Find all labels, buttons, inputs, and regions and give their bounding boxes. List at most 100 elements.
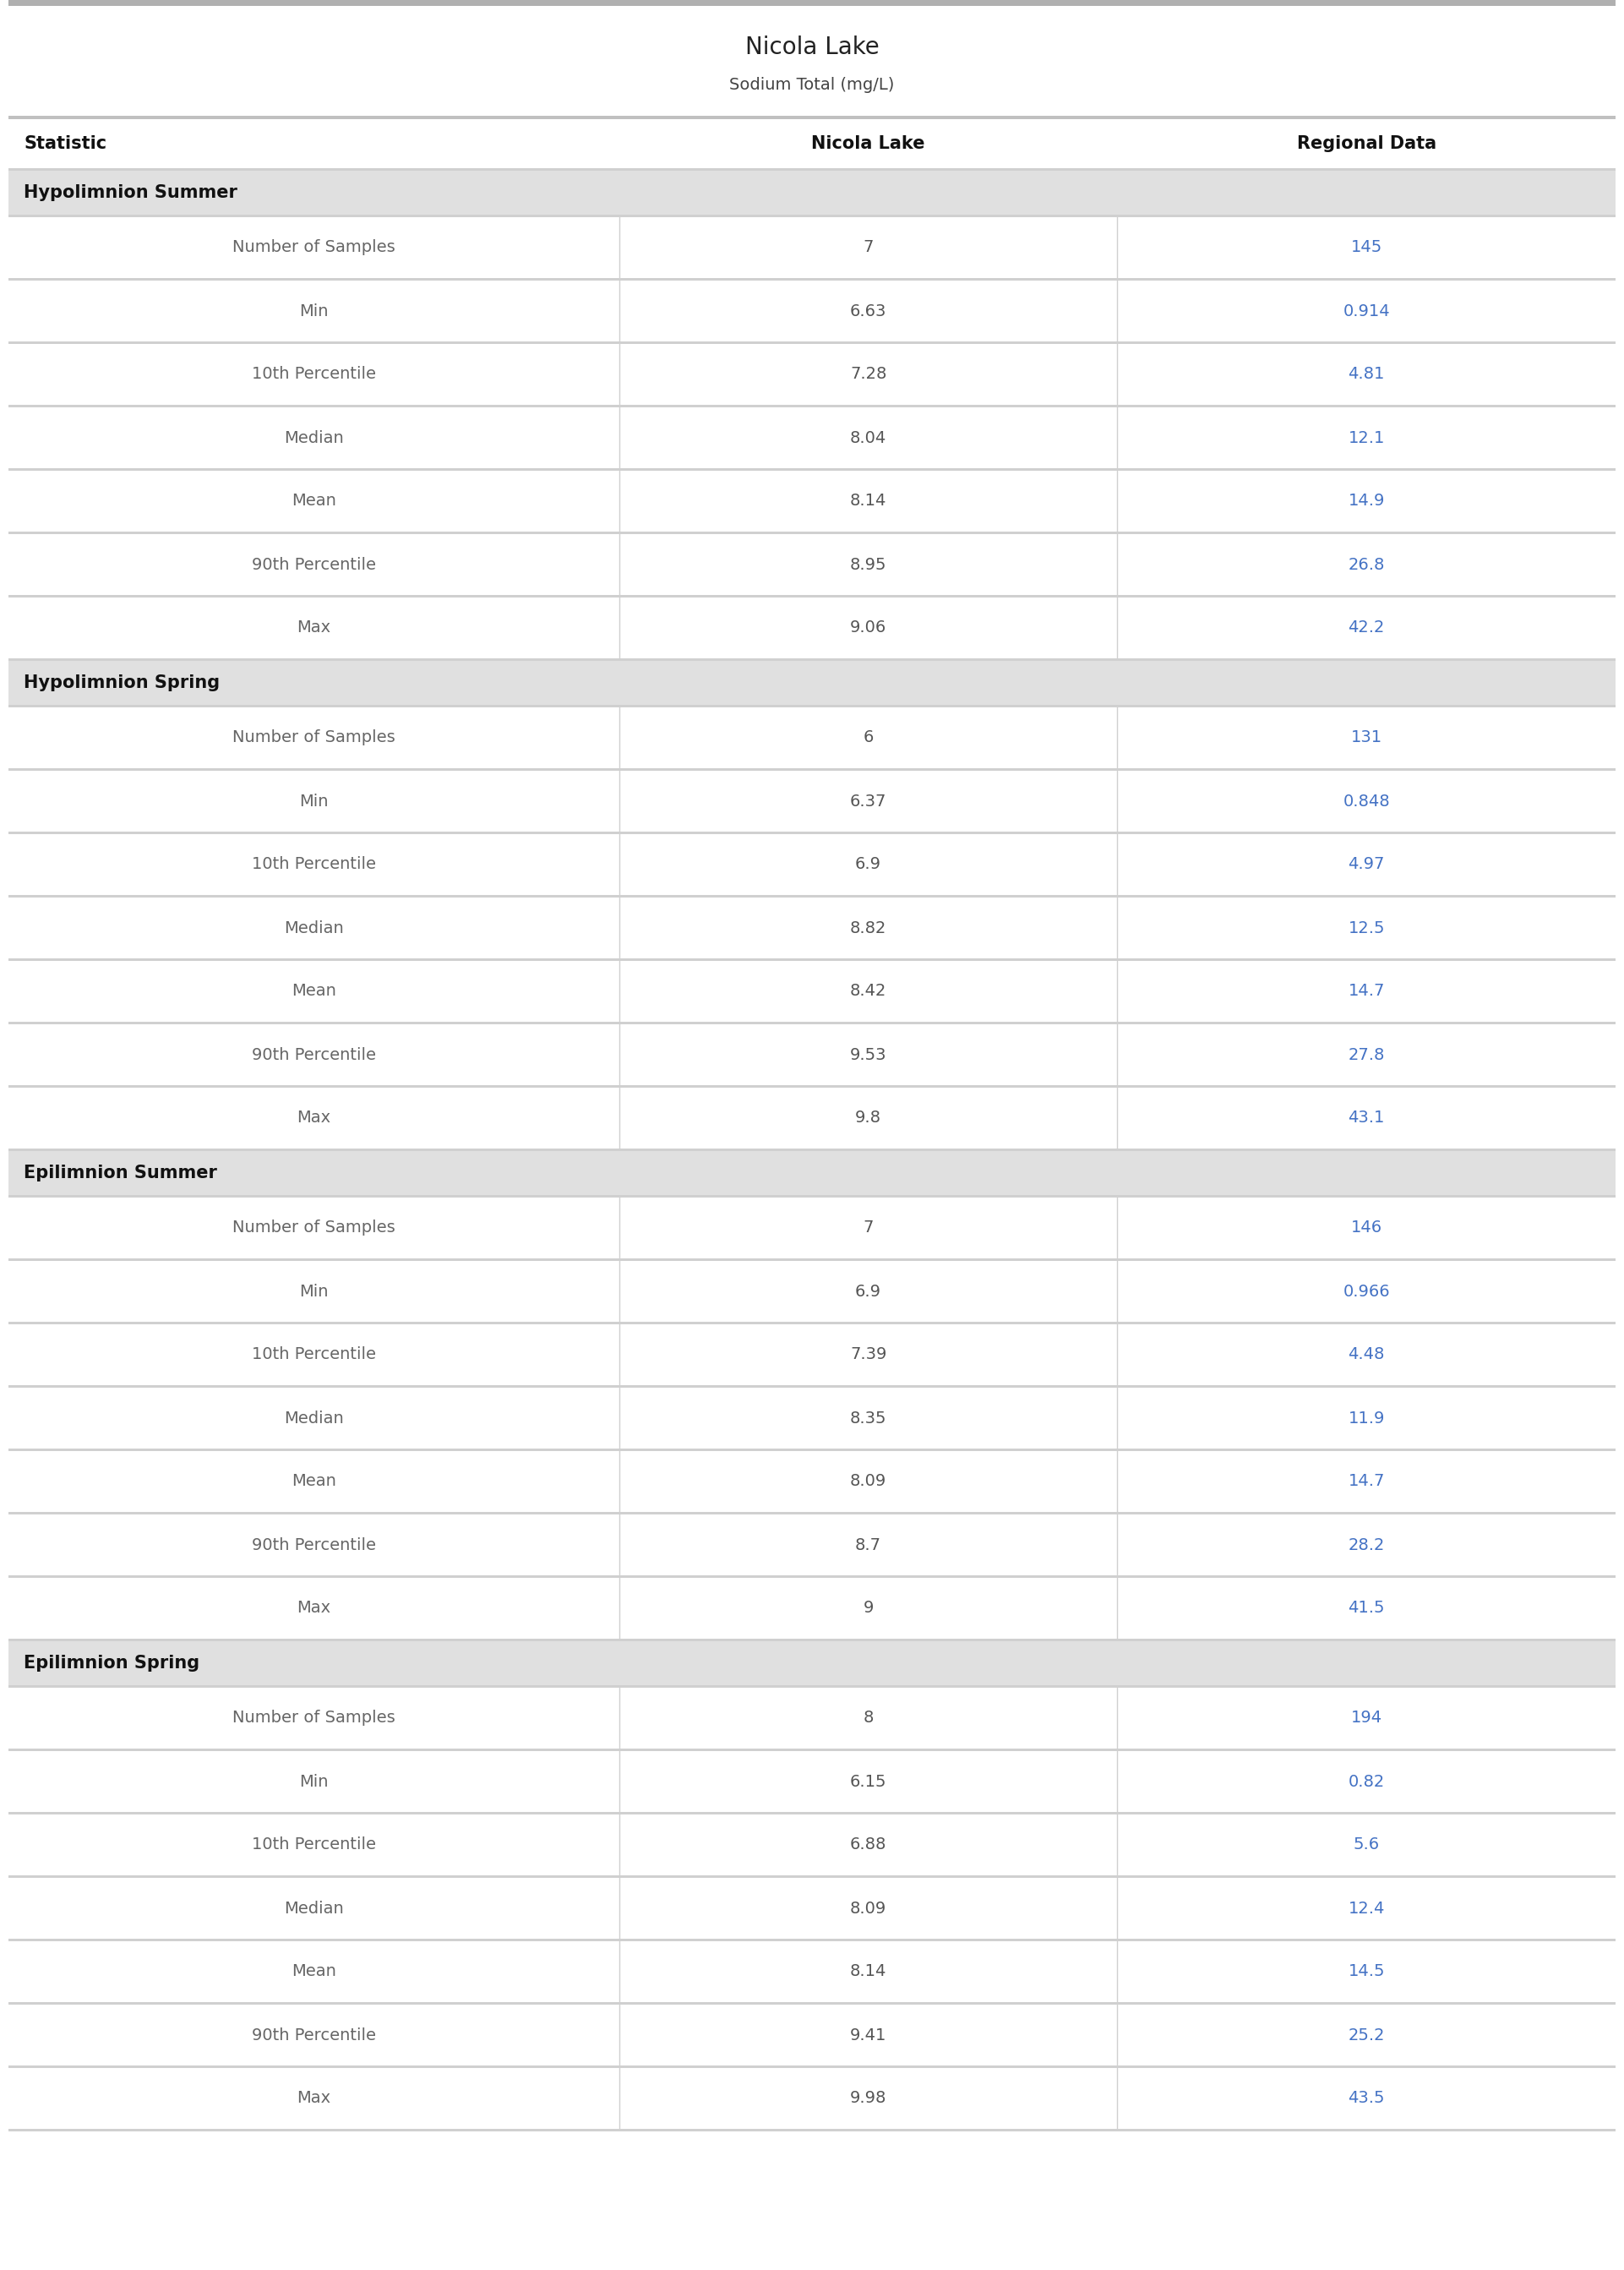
Text: 90th Percentile: 90th Percentile — [252, 1046, 375, 1062]
Text: 8.95: 8.95 — [849, 556, 887, 572]
Text: Mean: Mean — [291, 1473, 336, 1489]
Text: 14.5: 14.5 — [1348, 1964, 1385, 1979]
Bar — [8, 960, 1616, 1022]
Text: 6.88: 6.88 — [849, 1836, 887, 1852]
Bar — [8, 597, 1616, 658]
Text: 4.97: 4.97 — [1348, 856, 1385, 872]
Text: 4.48: 4.48 — [1348, 1346, 1385, 1362]
Bar — [8, 2129, 1616, 2132]
Bar — [8, 533, 1616, 595]
Text: 131: 131 — [1351, 729, 1382, 747]
Bar — [8, 1687, 1616, 1748]
Bar — [8, 1260, 1616, 1321]
Bar — [8, 767, 1616, 772]
Bar — [8, 958, 1616, 960]
Text: Max: Max — [297, 1110, 331, 1126]
Text: 7: 7 — [862, 241, 874, 257]
Text: Median: Median — [284, 1900, 344, 1916]
Text: 8.7: 8.7 — [856, 1537, 882, 1553]
Text: 145: 145 — [1351, 241, 1382, 257]
Text: Epilimnion Summer: Epilimnion Summer — [24, 1165, 218, 1180]
Text: 8.42: 8.42 — [849, 983, 887, 999]
Text: Hypolimnion Summer: Hypolimnion Summer — [24, 184, 237, 202]
Text: 6.37: 6.37 — [849, 792, 887, 808]
Bar — [8, 116, 1616, 118]
Text: 6.63: 6.63 — [849, 302, 887, 320]
Text: Mean: Mean — [291, 983, 336, 999]
Bar — [8, 897, 1616, 958]
Text: Min: Min — [299, 302, 328, 320]
Bar — [8, 1684, 1616, 1687]
Bar — [8, 1575, 1616, 1578]
Bar — [8, 1321, 1616, 1323]
Bar — [8, 470, 1616, 531]
Text: 5.6: 5.6 — [1353, 1836, 1380, 1852]
Bar — [8, 1149, 1616, 1151]
Text: 10th Percentile: 10th Percentile — [252, 856, 375, 872]
Text: Min: Min — [299, 792, 328, 808]
Bar — [8, 1448, 1616, 1451]
Bar — [8, 406, 1616, 468]
Bar — [8, 1199, 1616, 1258]
Bar — [8, 1451, 1616, 1512]
Text: Mean: Mean — [291, 493, 336, 508]
Text: 9.53: 9.53 — [849, 1046, 887, 1062]
Bar — [8, 831, 1616, 833]
Bar — [8, 1875, 1616, 1877]
Bar — [8, 1877, 1616, 1939]
Text: Min: Min — [299, 1283, 328, 1298]
Text: 146: 146 — [1351, 1219, 1382, 1235]
Bar — [8, 1151, 1616, 1194]
Bar — [8, 2002, 1616, 2004]
Bar — [8, 658, 1616, 661]
Text: 8.04: 8.04 — [849, 429, 887, 445]
Bar — [8, 468, 1616, 470]
Text: 90th Percentile: 90th Percentile — [252, 556, 375, 572]
Text: 12.5: 12.5 — [1348, 919, 1385, 935]
Text: 14.7: 14.7 — [1348, 1473, 1385, 1489]
Bar — [8, 595, 1616, 597]
Text: 8.14: 8.14 — [849, 1964, 887, 1979]
Bar — [8, 1578, 1616, 1639]
Text: 6.15: 6.15 — [849, 1773, 887, 1789]
Text: 0.966: 0.966 — [1343, 1283, 1390, 1298]
Bar — [8, 1387, 1616, 1448]
Text: 41.5: 41.5 — [1348, 1600, 1385, 1616]
Bar — [8, 1323, 1616, 1385]
Text: 9.8: 9.8 — [856, 1110, 882, 1126]
Text: 8.14: 8.14 — [849, 493, 887, 508]
Bar — [8, 1087, 1616, 1149]
Text: 9.98: 9.98 — [849, 2091, 887, 2107]
Text: Number of Samples: Number of Samples — [232, 1709, 395, 1725]
Bar — [8, 531, 1616, 533]
Text: Statistic: Statistic — [24, 136, 107, 152]
Bar — [8, 1022, 1616, 1024]
Text: 26.8: 26.8 — [1348, 556, 1385, 572]
Text: 10th Percentile: 10th Percentile — [252, 1346, 375, 1362]
Text: Sodium Total (mg/L): Sodium Total (mg/L) — [729, 77, 895, 93]
Text: 11.9: 11.9 — [1348, 1410, 1385, 1426]
Bar — [8, 1811, 1616, 1814]
Text: 7.28: 7.28 — [849, 365, 887, 381]
Text: 9.06: 9.06 — [849, 620, 887, 636]
Text: 14.9: 14.9 — [1348, 493, 1385, 508]
Text: 8: 8 — [862, 1709, 874, 1725]
Bar — [8, 1941, 1616, 2002]
Bar — [8, 894, 1616, 897]
Bar — [8, 218, 1616, 277]
Bar — [8, 1194, 1616, 1199]
Bar — [8, 1024, 1616, 1085]
Text: Min: Min — [299, 1773, 328, 1789]
Text: Hypolimnion Spring: Hypolimnion Spring — [24, 674, 219, 692]
Text: 6.9: 6.9 — [856, 1283, 882, 1298]
Bar — [8, 1939, 1616, 1941]
Text: 43.1: 43.1 — [1348, 1110, 1385, 1126]
Bar — [8, 281, 1616, 340]
Text: 9: 9 — [862, 1600, 874, 1616]
Text: Epilimnion Spring: Epilimnion Spring — [24, 1655, 200, 1671]
Bar — [8, 1385, 1616, 1387]
Text: 6.9: 6.9 — [856, 856, 882, 872]
Bar — [8, 1512, 1616, 1514]
Text: 8.82: 8.82 — [849, 919, 887, 935]
Text: 12.1: 12.1 — [1348, 429, 1385, 445]
